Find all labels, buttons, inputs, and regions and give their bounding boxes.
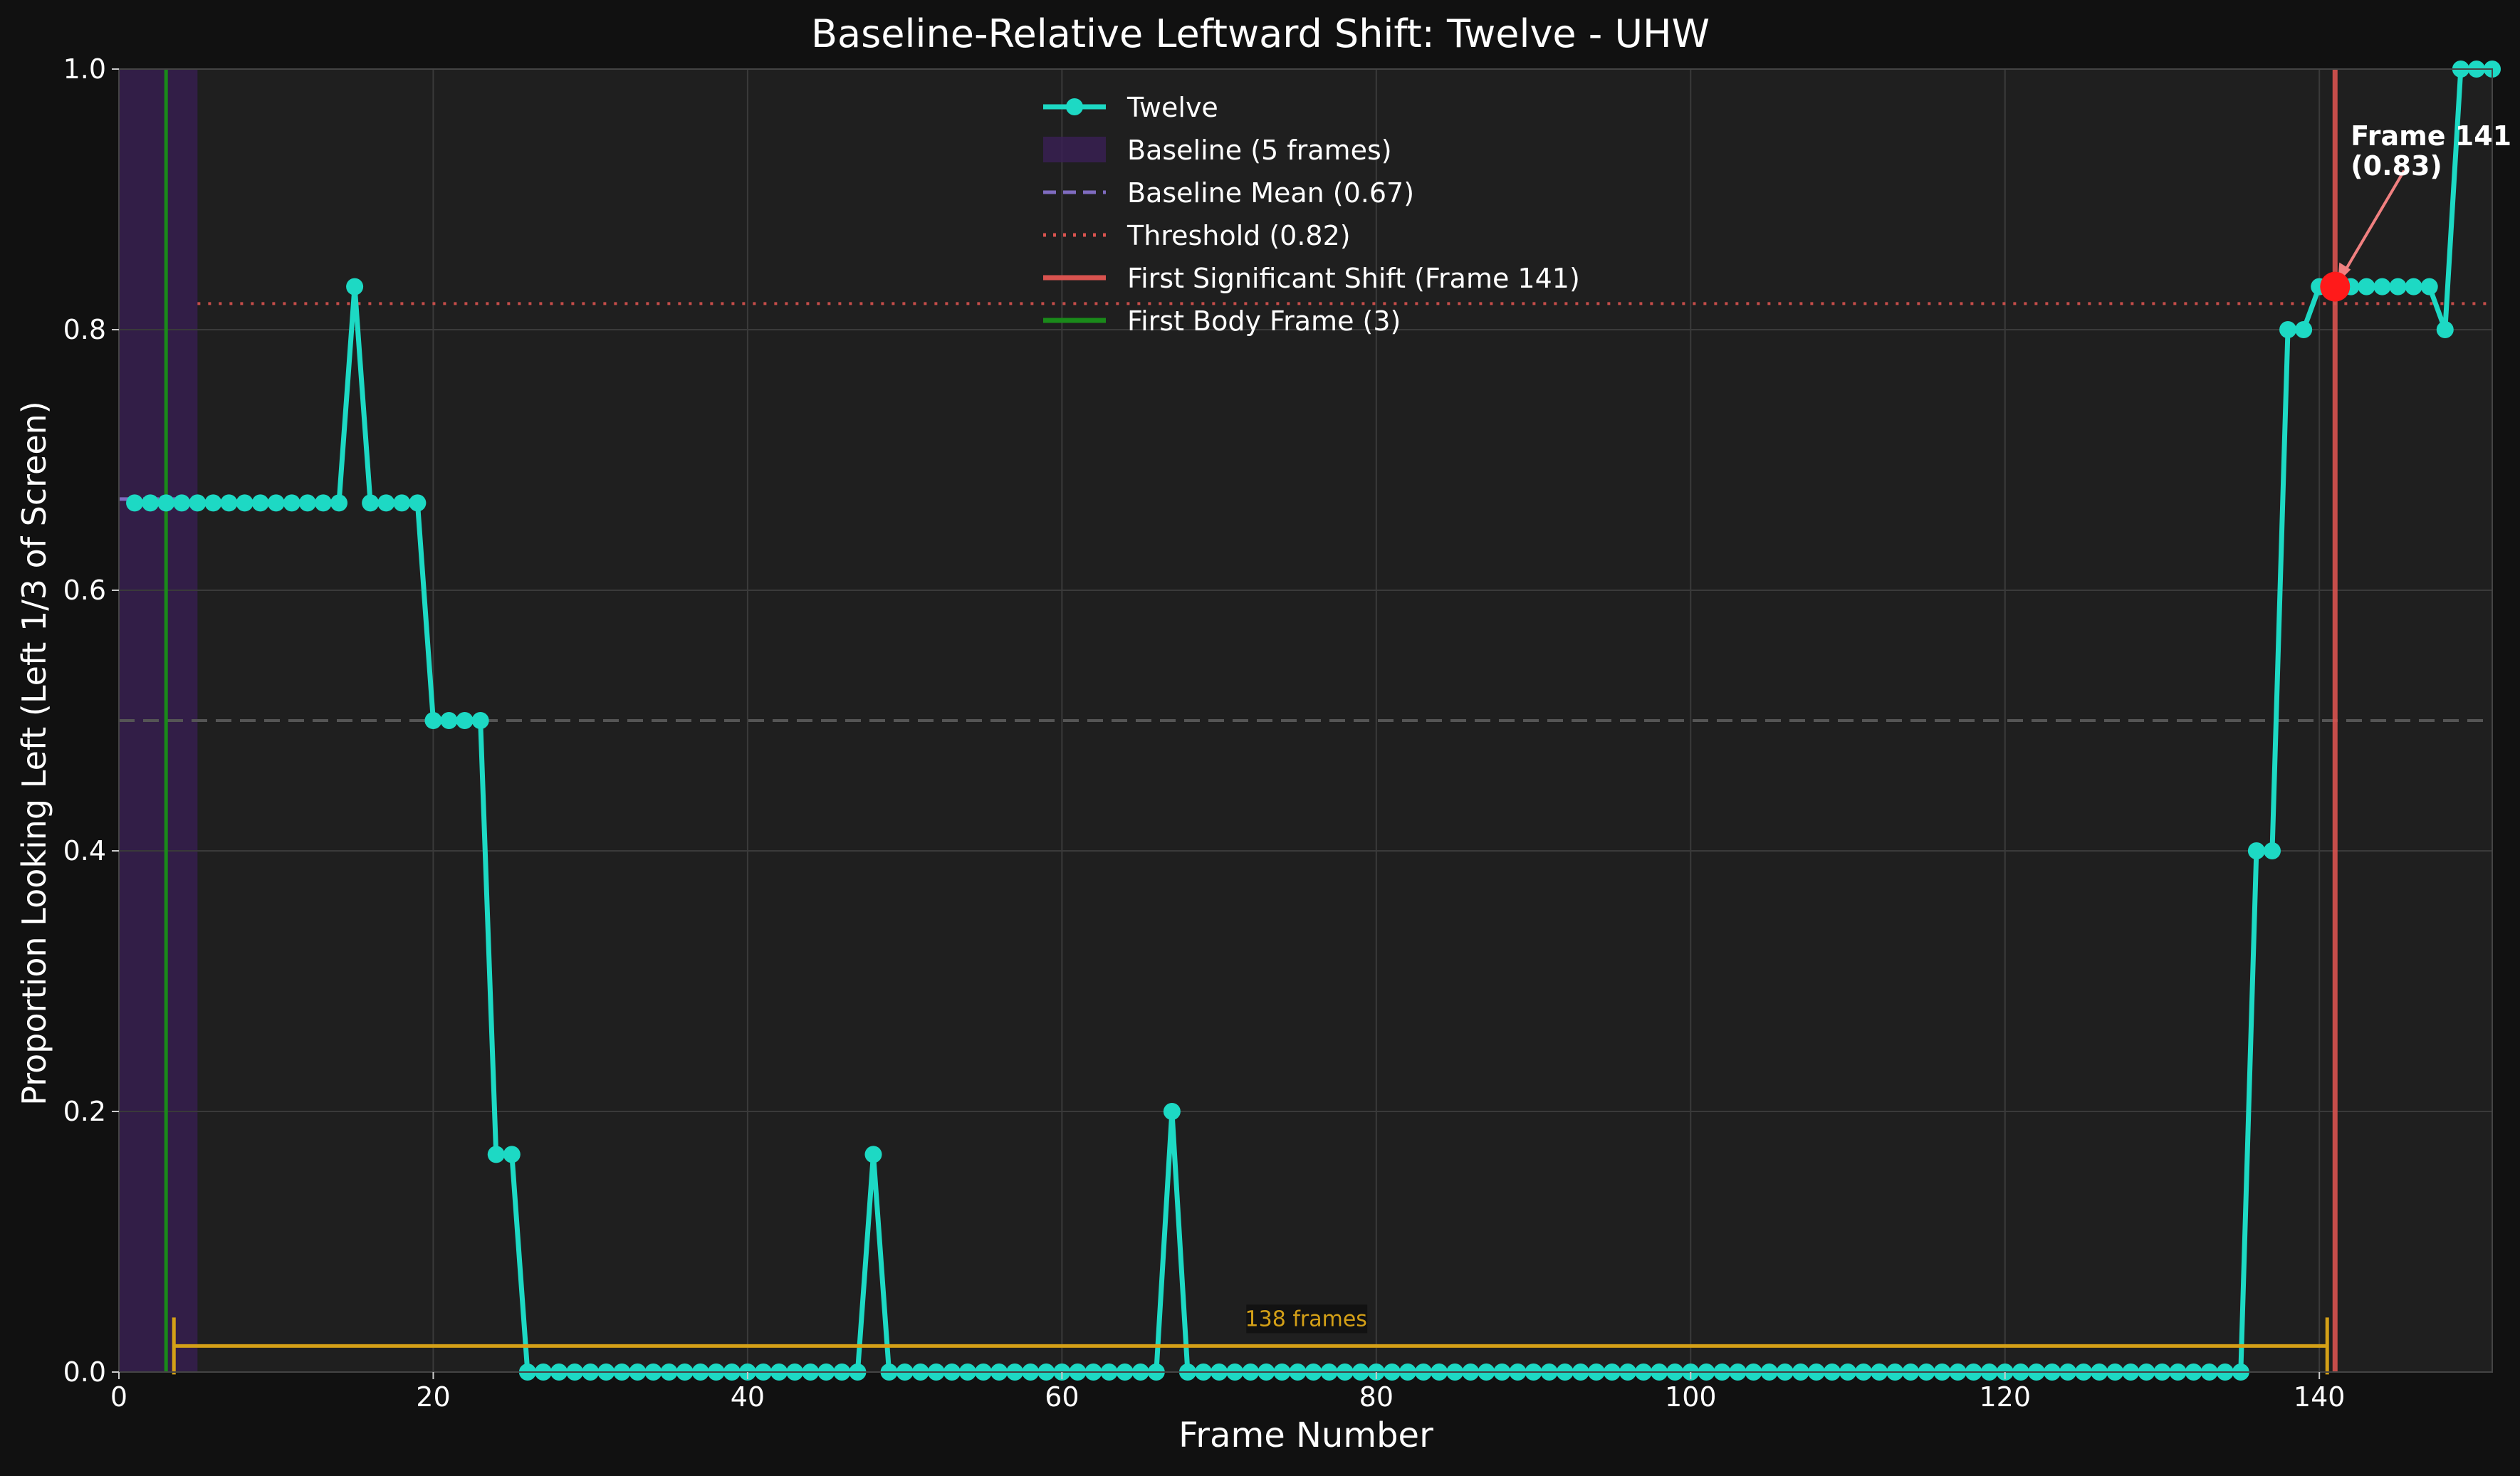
data-point (377, 494, 395, 512)
reference-lines-layer (119, 69, 2492, 1372)
annotation-value: (0.83) (2351, 150, 2442, 182)
data-point (330, 494, 348, 512)
data-point (267, 494, 285, 512)
data-point (251, 494, 269, 512)
data-point (487, 1146, 505, 1163)
data-point (346, 278, 364, 295)
data-point (1163, 1103, 1181, 1120)
annotation-layer: Frame 141(0.83) (2320, 120, 2511, 302)
data-point (2373, 278, 2391, 295)
y-axis-label: Proportion Looking Left (Left 1/3 of Scr… (15, 401, 53, 1105)
x-axis-label: Frame Number (1178, 1415, 1433, 1455)
y-tick-label: 0.0 (63, 1356, 106, 1388)
x-tick-label: 40 (731, 1381, 765, 1413)
legend-label: Baseline Mean (0.67) (1127, 177, 1414, 209)
first-shift-marker (2320, 271, 2351, 302)
data-point (2389, 278, 2407, 295)
data-point (204, 494, 222, 512)
x-tick-label: 140 (2294, 1381, 2346, 1413)
y-tick-label: 0.6 (63, 575, 106, 606)
span-layer: 138 frames (172, 1304, 2329, 1375)
data-point (2247, 842, 2265, 859)
x-tick-label: 120 (1979, 1381, 2031, 1413)
y-tick-label: 0.2 (63, 1096, 106, 1127)
data-point (2405, 278, 2422, 295)
chart-title: Baseline-Relative Leftward Shift: Twelve… (811, 11, 1710, 56)
data-point (2436, 321, 2454, 338)
legend-label: Threshold (0.82) (1126, 220, 1351, 251)
data-point (456, 712, 474, 729)
plot-frame (118, 68, 2493, 1373)
data-point (471, 712, 489, 729)
data-point (157, 494, 175, 512)
data-point (424, 712, 442, 729)
y-tick-label: 1.0 (63, 53, 106, 85)
legend: Twelve Baseline (5 frames) Baseline Mean (… (1043, 92, 1580, 337)
legend-label: Twelve (1126, 92, 1218, 123)
span-label: 138 frames (1245, 1307, 1367, 1331)
data-point (2358, 278, 2375, 295)
legend-swatch-marker (1066, 98, 1083, 115)
data-point (189, 494, 206, 512)
x-tick-label: 60 (1045, 1381, 1079, 1413)
x-tick-label: 80 (1359, 1381, 1394, 1413)
legend-label: First Significant Shift (Frame 141) (1127, 263, 1580, 294)
x-tick-label: 20 (416, 1381, 450, 1413)
annotation-label: Frame 141 (2351, 120, 2511, 152)
data-point (236, 494, 253, 512)
span-label-box (1246, 1304, 1368, 1334)
data-point (440, 712, 458, 729)
axes-layer: 0 20 40 60 80 100 120 140 0.0 0.2 0.4 0.6 0.8 1.0 (63, 53, 2493, 1413)
data-point (298, 494, 316, 512)
data-point (283, 494, 300, 512)
data-point (314, 494, 332, 512)
x-tick-label: 0 (110, 1381, 127, 1413)
data-point (864, 1146, 882, 1163)
data-point (409, 494, 427, 512)
y-tick-label: 0.4 (63, 835, 106, 867)
data-point (503, 1146, 521, 1163)
data-point (142, 494, 160, 512)
data-point (2420, 278, 2438, 295)
annotation-arrow (2339, 169, 2405, 279)
data-point (126, 494, 144, 512)
data-point (393, 494, 411, 512)
x-tick-label: 100 (1665, 1381, 1717, 1413)
data-point (220, 494, 238, 512)
y-tick-label: 0.8 (63, 314, 106, 345)
data-point (2263, 842, 2281, 859)
data-point (2279, 321, 2297, 338)
legend-label: First Body Frame (3) (1127, 305, 1401, 337)
data-point (362, 494, 380, 512)
legend-swatch-patch (1043, 137, 1106, 162)
data-point (173, 494, 191, 512)
data-point (2295, 321, 2313, 338)
legend-label: Baseline (5 frames) (1127, 135, 1392, 166)
